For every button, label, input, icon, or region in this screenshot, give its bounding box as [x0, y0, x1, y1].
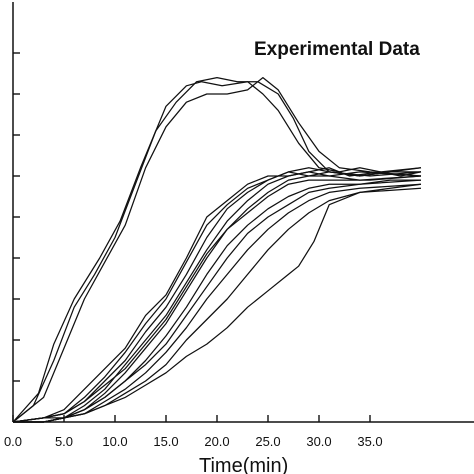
x-tick-label-7: 35.0 — [357, 434, 382, 449]
chart-title: Experimental Data — [254, 39, 420, 60]
series-line-2 — [12, 76, 422, 423]
y-ticks — [13, 52, 20, 382]
series-line-7 — [12, 171, 422, 423]
curves — [12, 76, 422, 423]
x-tick-label-4: 20.0 — [204, 434, 229, 449]
series-line-10 — [13, 179, 421, 423]
series-line-11 — [12, 179, 422, 423]
x-tick-label-5: 25.0 — [255, 434, 280, 449]
series-line-5 — [12, 167, 421, 423]
x-tick-label-2: 10.0 — [102, 434, 127, 449]
x-ticks: 0.0 5.0 10.0 15.0 20.0 25.0 30.0 35.0 — [4, 415, 383, 449]
x-tick-label-0: 0.0 — [4, 434, 22, 449]
x-tick-label-6: 30.0 — [306, 434, 331, 449]
series-line-14 — [13, 183, 422, 423]
x-axis-label: Time(min) — [199, 455, 288, 474]
series-line-1 — [12, 81, 422, 423]
series-line-6 — [13, 171, 422, 423]
x-tick-label-3: 15.0 — [153, 434, 178, 449]
series-line-4 — [12, 167, 422, 423]
series-line-9 — [12, 175, 422, 423]
series-line-3 — [12, 76, 422, 423]
series-line-12 — [13, 183, 422, 423]
x-tick-label-1: 5.0 — [55, 434, 73, 449]
